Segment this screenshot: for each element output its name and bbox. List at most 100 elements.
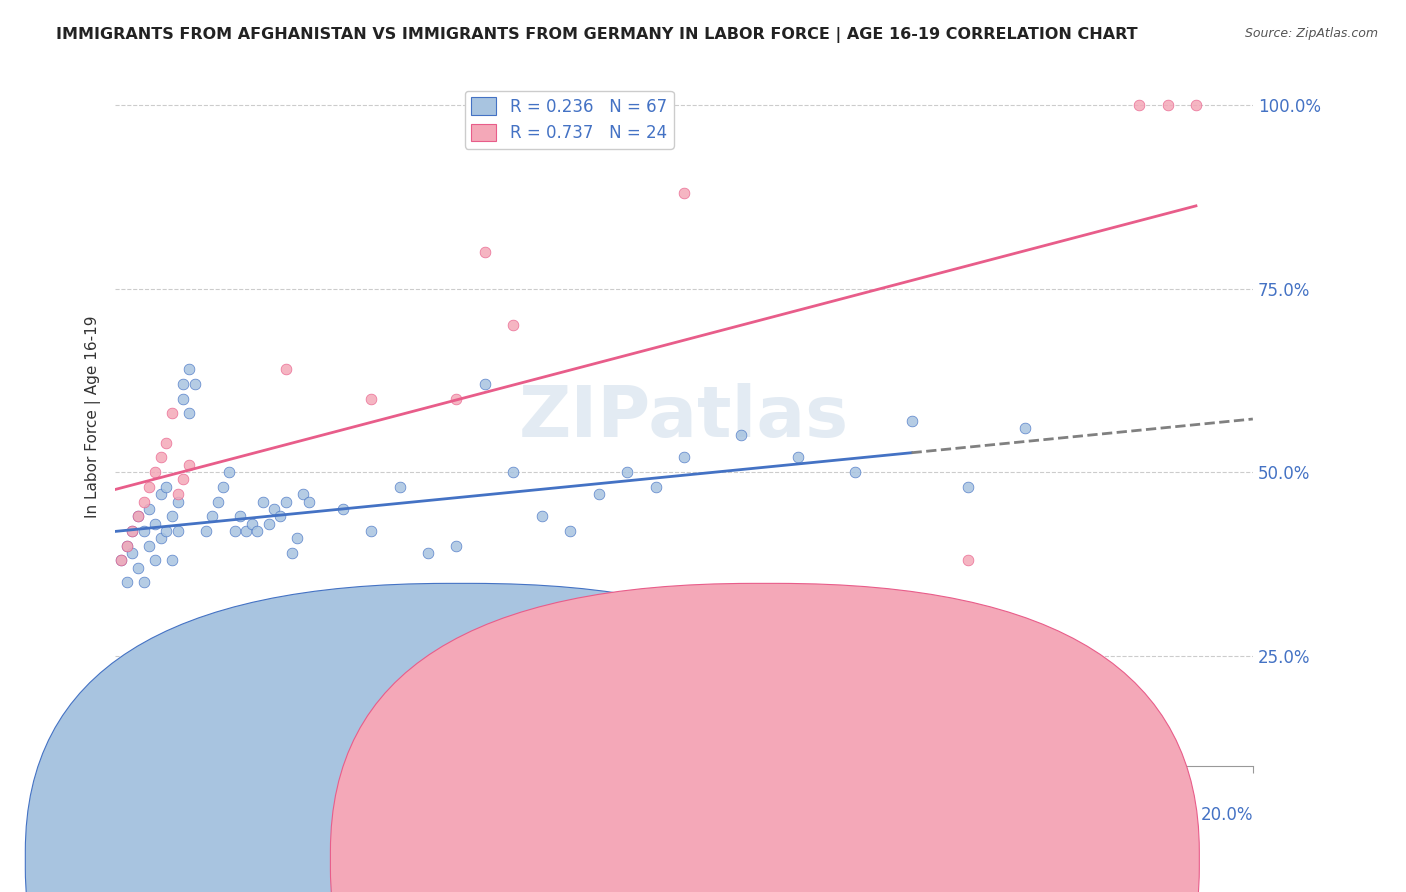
- Point: [388, 480, 411, 494]
- Point: [132, 524, 155, 538]
- Point: [1156, 98, 1178, 112]
- Point: [207, 494, 229, 508]
- Point: [127, 509, 149, 524]
- Point: [240, 516, 263, 531]
- Point: [160, 509, 183, 524]
- Point: [166, 524, 188, 538]
- Point: [252, 494, 274, 508]
- Point: [730, 428, 752, 442]
- Point: [121, 546, 143, 560]
- Point: [195, 524, 218, 538]
- Point: [530, 509, 553, 524]
- Point: [138, 480, 160, 494]
- Point: [263, 501, 285, 516]
- Point: [143, 553, 166, 567]
- Point: [121, 524, 143, 538]
- Point: [474, 245, 496, 260]
- Point: [672, 186, 695, 201]
- Point: [184, 377, 207, 392]
- Point: [132, 494, 155, 508]
- Point: [155, 435, 177, 450]
- Point: [143, 516, 166, 531]
- Text: Source: ZipAtlas.com: Source: ZipAtlas.com: [1244, 27, 1378, 40]
- Point: [560, 524, 582, 538]
- Point: [274, 494, 297, 508]
- Point: [110, 553, 132, 567]
- Point: [155, 480, 177, 494]
- Point: [115, 539, 138, 553]
- Point: [149, 450, 172, 465]
- Point: [844, 465, 866, 479]
- Point: [360, 524, 382, 538]
- Point: [304, 612, 326, 626]
- Text: IMMIGRANTS FROM AFGHANISTAN VS IMMIGRANTS FROM GERMANY IN LABOR FORCE | AGE 16-1: IMMIGRANTS FROM AFGHANISTAN VS IMMIGRANT…: [56, 27, 1137, 43]
- Point: [138, 501, 160, 516]
- Text: Immigrants from Germany: Immigrants from Germany: [735, 846, 938, 861]
- Point: [416, 546, 439, 560]
- Point: [166, 494, 188, 508]
- Point: [172, 392, 194, 406]
- Point: [166, 487, 188, 501]
- Point: [115, 539, 138, 553]
- Point: [190, 730, 212, 744]
- Point: [1014, 421, 1036, 435]
- Point: [127, 509, 149, 524]
- Point: [291, 487, 314, 501]
- Point: [132, 575, 155, 590]
- Point: [149, 487, 172, 501]
- Point: [957, 480, 980, 494]
- Point: [588, 487, 610, 501]
- Point: [900, 414, 922, 428]
- Y-axis label: In Labor Force | Age 16-19: In Labor Force | Age 16-19: [86, 316, 101, 518]
- Point: [143, 465, 166, 479]
- Point: [160, 407, 183, 421]
- Point: [957, 553, 980, 567]
- Point: [297, 494, 319, 508]
- Point: [269, 509, 291, 524]
- Point: [201, 509, 224, 524]
- Point: [172, 377, 194, 392]
- Point: [332, 501, 354, 516]
- Point: [280, 546, 302, 560]
- Point: [127, 560, 149, 574]
- Text: 0.0%: 0.0%: [115, 806, 157, 824]
- Point: [285, 531, 308, 545]
- Text: ZIPatlas: ZIPatlas: [519, 383, 849, 451]
- Point: [179, 407, 201, 421]
- Point: [110, 553, 132, 567]
- Text: 20.0%: 20.0%: [1201, 806, 1253, 824]
- Point: [360, 392, 382, 406]
- Point: [900, 612, 922, 626]
- Point: [1128, 98, 1150, 112]
- Point: [229, 509, 252, 524]
- Point: [672, 450, 695, 465]
- Point: [179, 458, 201, 472]
- Point: [212, 480, 235, 494]
- Point: [616, 465, 638, 479]
- Point: [502, 318, 524, 333]
- Point: [257, 516, 280, 531]
- Point: [218, 465, 240, 479]
- Point: [160, 553, 183, 567]
- Point: [138, 539, 160, 553]
- Point: [235, 524, 257, 538]
- Point: [1185, 98, 1208, 112]
- Point: [246, 524, 269, 538]
- Point: [155, 524, 177, 538]
- Point: [121, 524, 143, 538]
- Point: [274, 362, 297, 376]
- Point: [179, 362, 201, 376]
- Point: [502, 465, 524, 479]
- Point: [172, 473, 194, 487]
- Point: [446, 392, 468, 406]
- Legend: R = 0.236   N = 67, R = 0.737   N = 24: R = 0.236 N = 67, R = 0.737 N = 24: [465, 91, 673, 149]
- Text: Immigrants from Afghanistan: Immigrants from Afghanistan: [429, 846, 654, 861]
- Point: [446, 539, 468, 553]
- Point: [474, 377, 496, 392]
- Point: [644, 480, 666, 494]
- Point: [786, 450, 808, 465]
- Point: [224, 524, 246, 538]
- Point: [149, 531, 172, 545]
- Point: [190, 730, 212, 744]
- Point: [115, 575, 138, 590]
